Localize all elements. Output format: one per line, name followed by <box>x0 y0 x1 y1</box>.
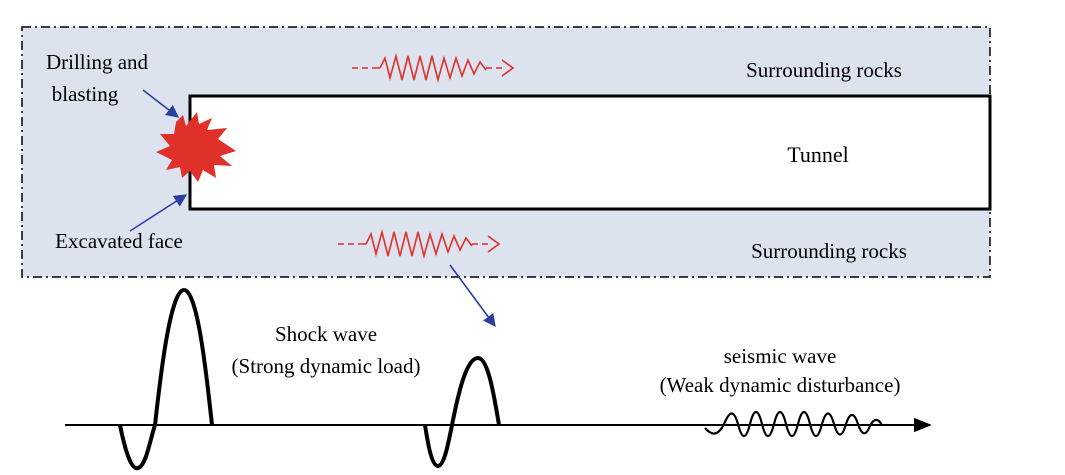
seismic-wave <box>704 410 883 438</box>
surrounding-rocks-bottom-label: Surrounding rocks <box>751 239 907 263</box>
drilling-blasting-label-line2: blasting <box>52 82 119 106</box>
tunnel-body <box>188 94 992 211</box>
excavated-face-pointer-arrow <box>129 194 188 232</box>
shock-wave-small <box>423 355 501 469</box>
drilling-pointer-arrow <box>142 89 180 118</box>
shock-wave-sublabel: (Strong dynamic load) <box>232 354 421 378</box>
wave-propagation-arrow-bottom <box>338 228 501 260</box>
tunnel-label: Tunnel <box>787 142 849 167</box>
wave-propagation-arrow-top <box>352 52 515 84</box>
seismic-pointer-arrow <box>449 264 496 328</box>
blast-burst-icon <box>156 112 236 182</box>
surrounding-rocks-top-label: Surrounding rocks <box>746 58 902 82</box>
excavated-face-label: Excavated face <box>55 229 183 253</box>
seismic-wave-sublabel: (Weak dynamic disturbance) <box>660 373 901 397</box>
drilling-blasting-label-line1: Drilling and <box>46 50 149 74</box>
seismic-wave-label: seismic wave <box>724 344 837 368</box>
shock-wave-large <box>118 287 214 471</box>
shock-wave-label: Shock wave <box>275 322 377 346</box>
